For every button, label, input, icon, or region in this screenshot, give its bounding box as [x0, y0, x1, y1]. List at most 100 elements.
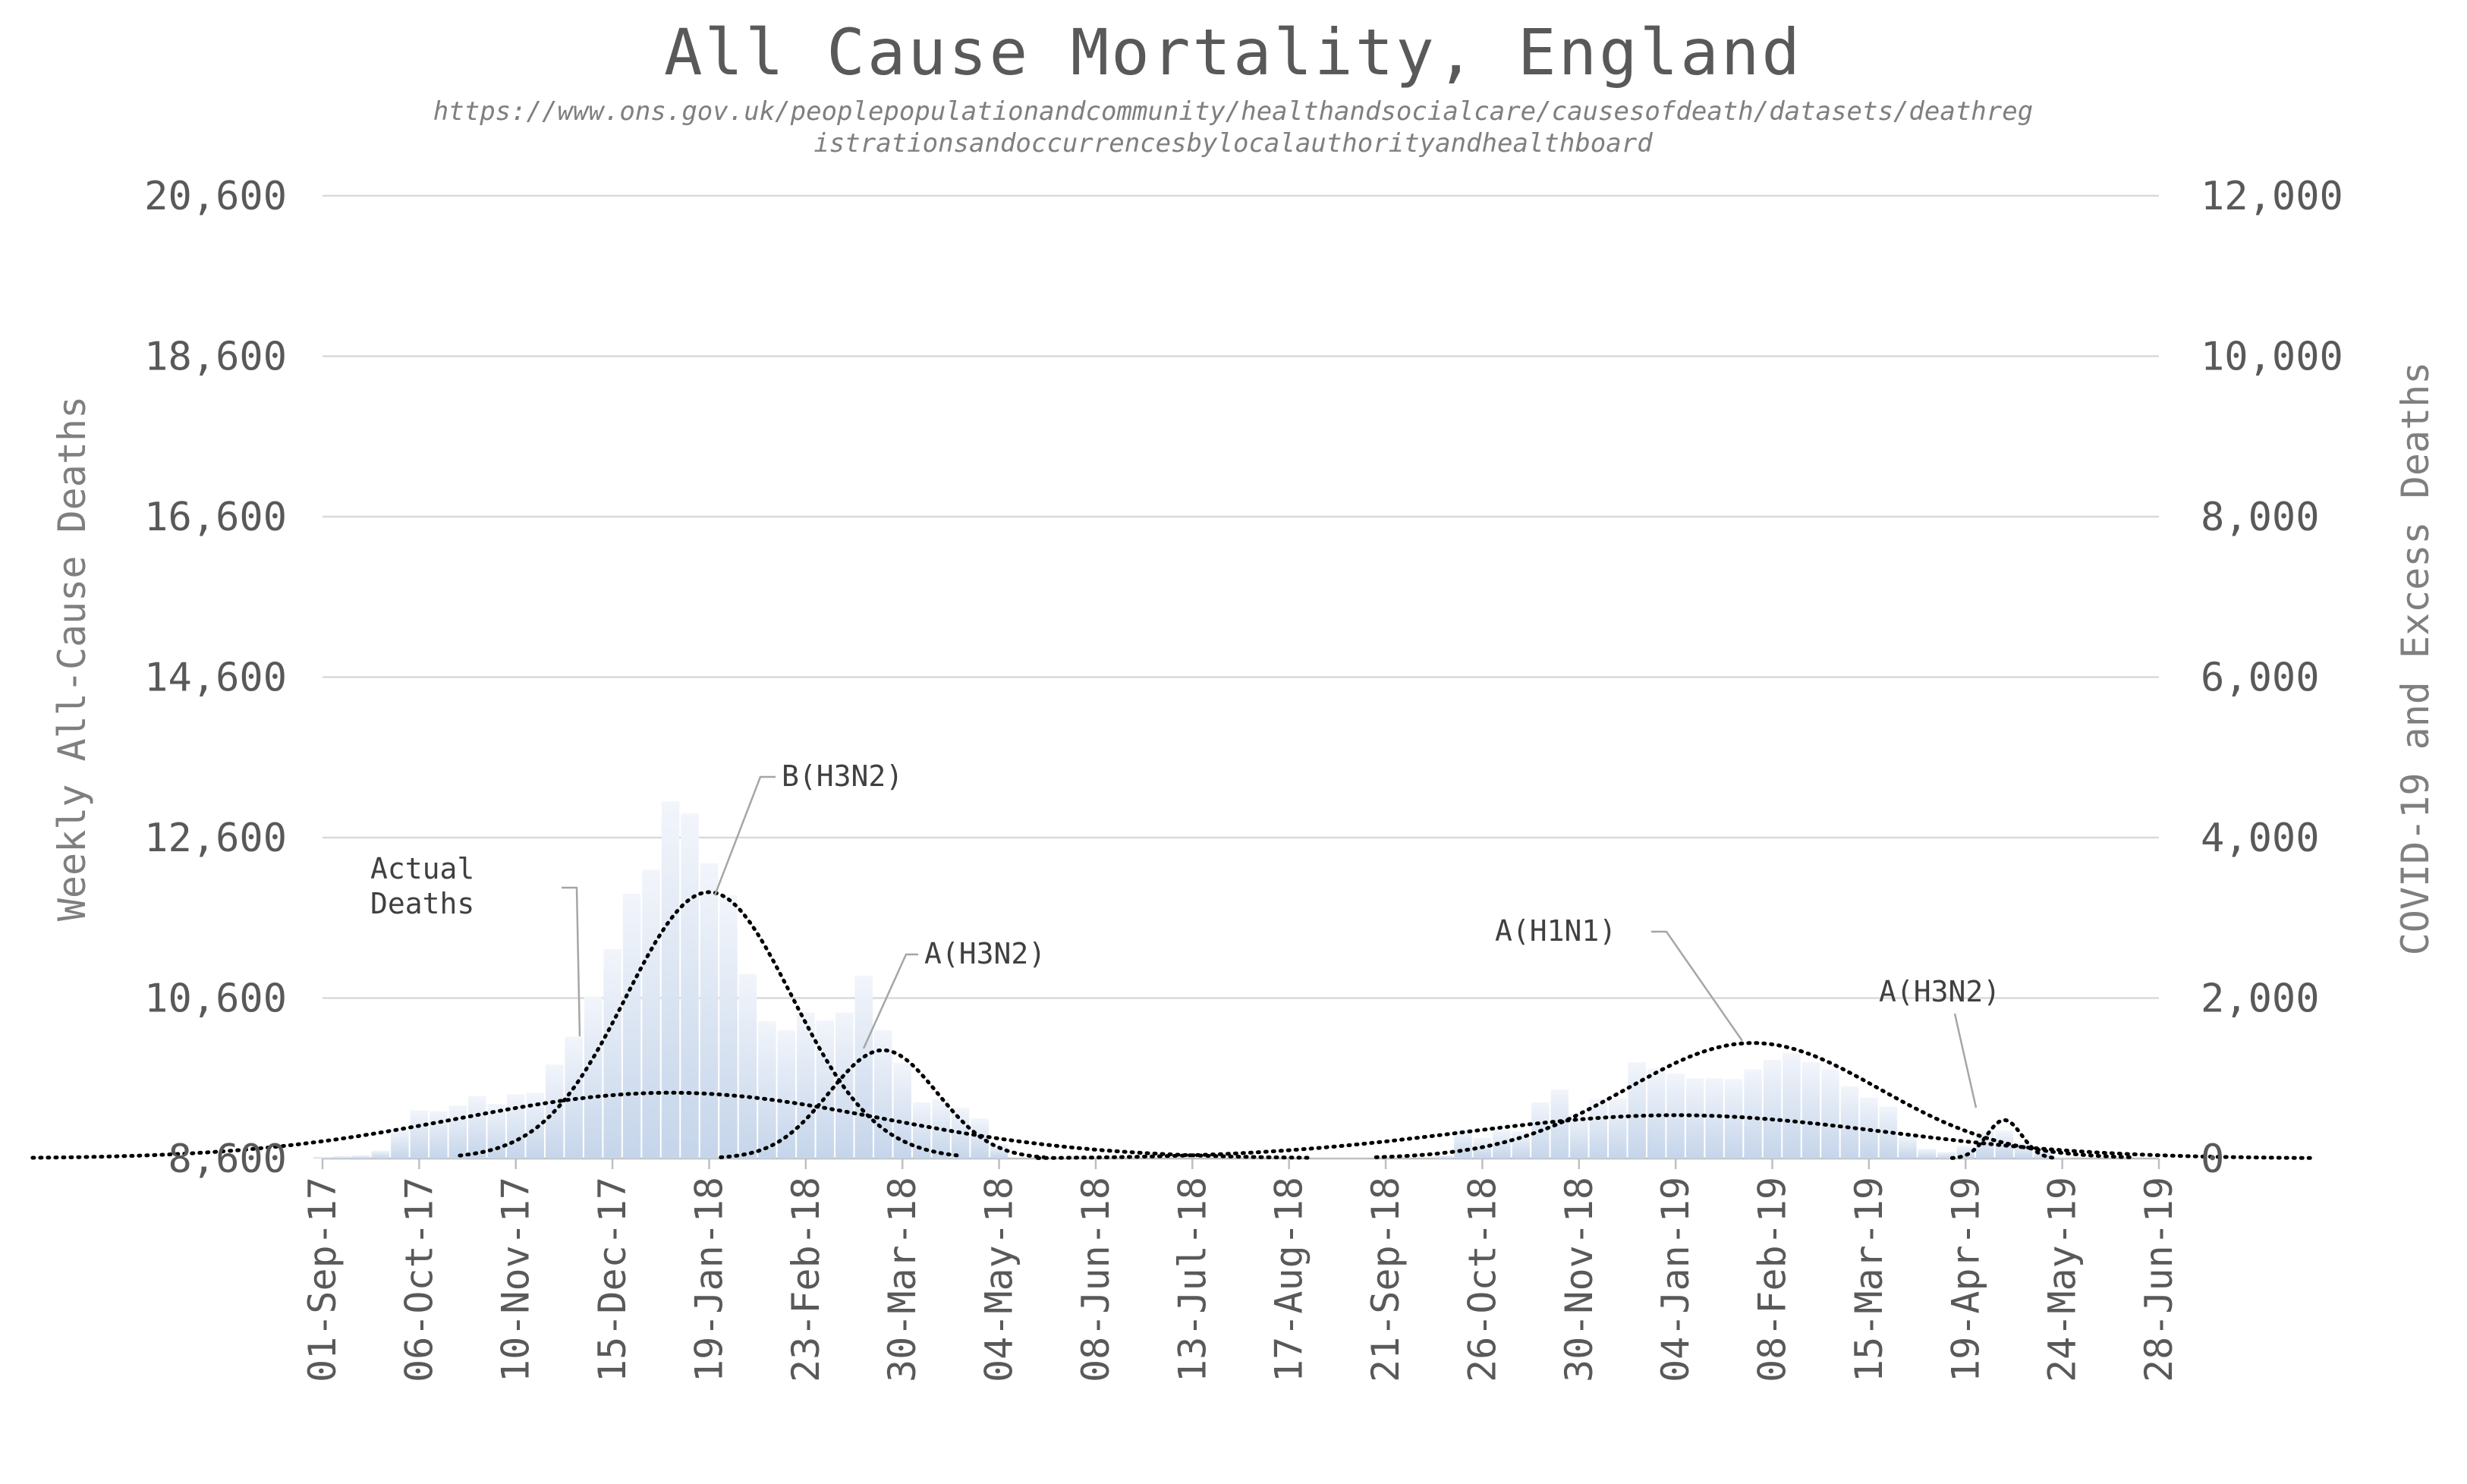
bar [1647, 1068, 1666, 1159]
bar [681, 813, 699, 1159]
fitted-curve [458, 890, 959, 1158]
bar [1550, 1089, 1569, 1159]
bar [1434, 1155, 1453, 1159]
y2-tick-label: 4,000 [2201, 816, 2320, 861]
chart-subtitle-line-2: istrationsandoccurrencesbylocalauthority… [813, 128, 1653, 159]
bar [1937, 1152, 1956, 1159]
annotation-label: Actual [370, 852, 474, 885]
bar [912, 1102, 931, 1159]
bar [1589, 1099, 1607, 1159]
x-tick-label: 15-Dec-17 [590, 1177, 634, 1382]
y-tick-label: 20,600 [144, 174, 287, 219]
bar [487, 1104, 505, 1159]
x-tick-label: 13-Jul-18 [1170, 1177, 1214, 1382]
bar [854, 975, 873, 1159]
bar [642, 869, 660, 1159]
bar [603, 948, 621, 1159]
fitted-curve [1949, 1118, 2056, 1160]
x-tick-label: 01-Sep-17 [301, 1177, 345, 1382]
fitted-curve [1036, 1113, 2316, 1160]
bar [1570, 1113, 1588, 1159]
annotation-leader-line [562, 886, 581, 1037]
x-tick-label: 06-Oct-17 [397, 1177, 441, 1382]
bar [874, 1030, 892, 1159]
x-tick-label: 17-Aug-18 [1267, 1177, 1311, 1382]
x-tick-label: 19-Jan-18 [687, 1177, 731, 1382]
bar [661, 801, 680, 1159]
x-tick-label: 04-Jan-19 [1654, 1177, 1698, 1382]
x-tick-label: 28-Jun-19 [2137, 1177, 2181, 1382]
annotation-leader-line [1953, 1013, 1978, 1108]
bar [448, 1105, 467, 1159]
bar [468, 1096, 486, 1159]
bar [1821, 1069, 1839, 1159]
x-tick-label: 21-Sep-18 [1364, 1177, 1408, 1382]
bar [1493, 1129, 1511, 1159]
bars [313, 801, 2072, 1159]
bar [1860, 1097, 1878, 1159]
bar [932, 1099, 950, 1159]
bar [410, 1110, 429, 1159]
y-tick-label: 12,600 [144, 816, 287, 861]
bar [1705, 1078, 1723, 1159]
y2-tick-label: 0 [2201, 1137, 2224, 1182]
y2-axis-title: COVID-19 and Excess Deaths [2393, 362, 2437, 956]
y-axis-title: Weekly All-Cause Deaths [50, 396, 94, 921]
bar [758, 1021, 776, 1159]
chart-title: All Cause Mortality, England [664, 15, 1802, 90]
x-tick-label: 10-Nov-17 [494, 1177, 538, 1382]
x-tick-label: 19-Apr-19 [1943, 1177, 1987, 1382]
bar [1899, 1136, 1917, 1159]
bar [1783, 1052, 1801, 1159]
x-tick-label: 04-May-18 [977, 1177, 1021, 1382]
bar [430, 1111, 448, 1159]
y-tick-label: 16,600 [144, 495, 287, 540]
bar [1512, 1131, 1531, 1159]
bar [893, 1063, 911, 1159]
bar [526, 1093, 544, 1159]
y-tick-label: 8,600 [168, 1137, 287, 1182]
annotation-label: B(H3N2) [782, 759, 903, 793]
bar [700, 863, 719, 1159]
axes: 8,600 0 10,600 2,000 12,600 4,000 14,600 6,000 1… [144, 174, 2343, 1382]
x-tick-label: 15-Mar-19 [1847, 1177, 1891, 1382]
fitted-curve [719, 1048, 1046, 1159]
bar [622, 894, 641, 1159]
annotation-label: A(H3N2) [1879, 975, 2000, 1008]
bar [1801, 1062, 1820, 1159]
chart-subtitle-line-1: https://www.ons.gov.uk/peoplepopulationa… [433, 96, 2033, 127]
bar [1685, 1078, 1704, 1159]
bar [1879, 1106, 1898, 1159]
x-tick-label: 30-Nov-18 [1557, 1177, 1601, 1382]
y2-tick-label: 6,000 [2201, 656, 2320, 701]
bar [1724, 1079, 1743, 1159]
fitted-curves [30, 890, 2316, 1160]
bar [313, 1156, 332, 1159]
y2-tick-label: 10,000 [2201, 335, 2343, 380]
bar [990, 1143, 1009, 1159]
y2-tick-label: 8,000 [2201, 495, 2320, 540]
bar [1744, 1069, 1762, 1159]
x-tick-label: 08-Feb-19 [1751, 1177, 1795, 1382]
y2-tick-label: 2,000 [2201, 976, 2320, 1022]
bar [507, 1094, 525, 1159]
annotation-leader-line [862, 953, 918, 1049]
bar [352, 1155, 370, 1159]
x-tick-label: 08-Jun-18 [1074, 1177, 1118, 1382]
annotation-leader-line [1651, 930, 1744, 1042]
fitted-curve [30, 1090, 1311, 1160]
x-tick-label: 26-Oct-18 [1460, 1177, 1504, 1382]
bar [1840, 1086, 1859, 1159]
bar [2053, 1156, 2072, 1159]
y-tick-label: 18,600 [144, 335, 287, 380]
annotation-leader-line [713, 775, 776, 896]
x-tick-label: 24-May-19 [2041, 1177, 2085, 1382]
annotation-label: Deaths [370, 887, 474, 920]
bar [371, 1150, 390, 1159]
annotation-label: A(H1N1) [1495, 914, 1616, 948]
bar [584, 996, 603, 1159]
y2-tick-label: 12,000 [2201, 174, 2343, 219]
bar [391, 1129, 409, 1159]
